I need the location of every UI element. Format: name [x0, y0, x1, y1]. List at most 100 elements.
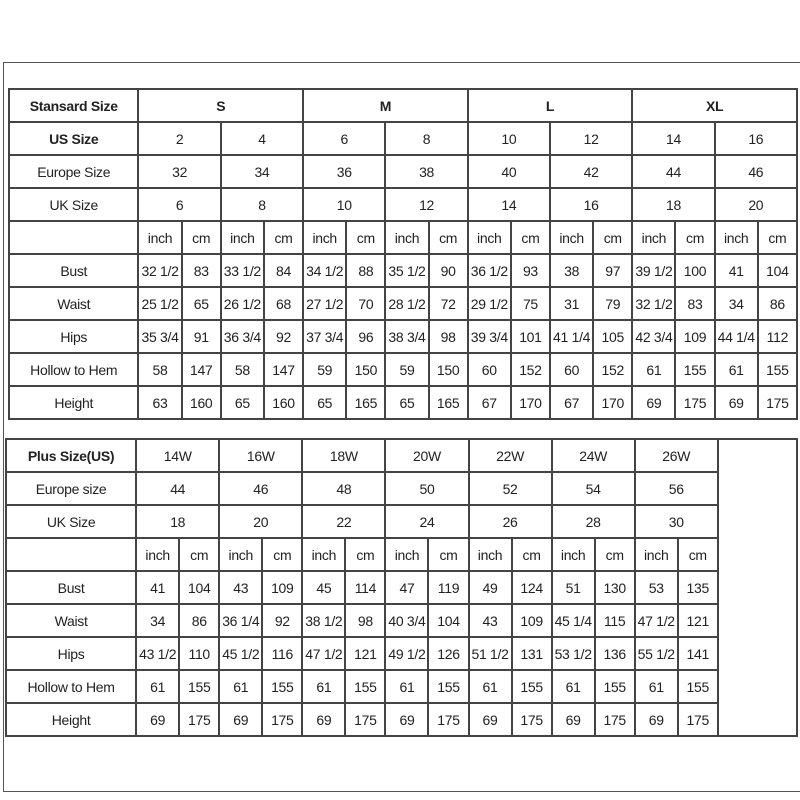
size-group-m: M [302, 88, 469, 123]
size-row: US Size 2 4 6 8 10 12 14 16 [7, 121, 799, 156]
measurement-value: 35 1/2 [384, 253, 430, 288]
measurement-row: Hollow to Hem 61 155 61 155 61 155 61 155 61 155 61… [4, 669, 797, 704]
plus-size-14w: 14W [135, 438, 221, 473]
unit-label: cm [756, 220, 799, 255]
measurement-value: 67 [466, 385, 512, 420]
measurement-value: 155 [674, 352, 716, 387]
unit-label: inch [631, 220, 677, 255]
table-title: Stansard Size [7, 88, 140, 123]
measurement-row: Waist 25 1/2 65 26 1/2 68 27 1/2 70 28 1/2 72 29 … [7, 286, 799, 321]
row-label: Height [7, 385, 140, 420]
row-label: UK Size [4, 504, 138, 539]
units-row: inch cm inch cm inch cm inch cm inch cm inch cm inch… [7, 220, 799, 255]
measurement-value: 43 1/2 [135, 636, 181, 671]
measurement-value: 104 [427, 603, 470, 638]
standard-size-table: Stansard Size S M L XL US Size 2 4 6 8 10 12 14 16 Eur… [7, 88, 799, 420]
measurement-value: 170 [592, 385, 634, 420]
measurement-value: 75 [509, 286, 552, 321]
measurement-value: 69 [633, 702, 679, 737]
measurement-value: 65 [219, 385, 265, 420]
measurement-value: 69 [467, 702, 513, 737]
measurement-row: Waist 34 86 36 1/4 92 38 1/2 98 40 3/4 104 43 109 4… [4, 603, 797, 638]
size-value: 42 [548, 154, 634, 189]
unit-label: cm [592, 220, 634, 255]
size-value: 14 [631, 121, 716, 156]
unit-label: cm [427, 537, 470, 572]
measurement-value: 92 [261, 603, 304, 638]
measurement-value: 36 1/4 [218, 603, 264, 638]
measurement-value: 136 [593, 636, 636, 671]
header-row: Plus Size(US) 14W 16W 18W 20W 22W 24W 26W [4, 438, 799, 737]
empty-cell [7, 220, 140, 255]
measurement-value: 121 [344, 636, 387, 671]
measurement-value: 147 [180, 352, 222, 387]
measurement-value: 51 1/2 [467, 636, 513, 671]
size-value: 18 [631, 187, 716, 222]
size-value: 48 [301, 471, 387, 506]
measurement-value: 84 [262, 253, 305, 288]
measurement-value: 175 [510, 702, 553, 737]
plus-size-table: Plus Size(US) 14W 16W 18W 20W 22W 24W 26W Europe… [4, 438, 799, 737]
measurement-value: 65 [302, 385, 348, 420]
measurement-value: 98 [427, 319, 469, 354]
measurement-value: 152 [509, 352, 552, 387]
measurement-value: 58 [137, 352, 183, 387]
size-value: 34 [219, 154, 305, 189]
measurement-value: 150 [345, 352, 387, 387]
size-value: 44 [631, 154, 716, 189]
unit-label: cm [509, 220, 552, 255]
measurement-value: 175 [756, 385, 799, 420]
measurement-value: 98 [344, 603, 387, 638]
size-value: 54 [550, 471, 636, 506]
row-label: UK Size [7, 187, 140, 222]
measurement-value: 41 [713, 253, 759, 288]
measurement-value: 38 3/4 [384, 319, 430, 354]
measurement-value: 155 [510, 669, 553, 704]
measurement-value: 25 1/2 [137, 286, 183, 321]
measurement-value: 60 [466, 352, 512, 387]
size-group-l: L [466, 88, 634, 123]
measurement-value: 63 [137, 385, 183, 420]
measurement-value: 43 [218, 570, 264, 605]
unit-label: cm [262, 220, 305, 255]
unit-label: cm [510, 537, 553, 572]
unit-label: inch [302, 220, 348, 255]
plus-size-22w: 22W [467, 438, 553, 473]
measurement-value: 34 1/2 [302, 253, 348, 288]
measurement-value: 165 [345, 385, 387, 420]
measurement-value: 28 1/2 [384, 286, 430, 321]
measurement-value: 150 [427, 352, 469, 387]
measurement-value: 93 [509, 253, 552, 288]
plus-size-26w: 26W [633, 438, 719, 473]
size-group-s: S [137, 88, 305, 123]
size-value: 16 [548, 187, 634, 222]
measurement-value: 69 [384, 702, 430, 737]
measurement-value: 59 [384, 352, 430, 387]
size-row: UK Size 6 8 10 12 14 16 18 20 [7, 187, 799, 222]
unit-label: inch [550, 537, 596, 572]
measurement-value: 39 3/4 [466, 319, 512, 354]
plus-size-24w: 24W [550, 438, 636, 473]
measurement-value: 155 [427, 669, 470, 704]
size-value: 6 [137, 187, 222, 222]
measurement-value: 101 [509, 319, 552, 354]
measurement-value: 69 [713, 385, 759, 420]
measurement-value: 175 [427, 702, 470, 737]
measurement-value: 37 3/4 [302, 319, 348, 354]
measurement-value: 121 [676, 603, 719, 638]
unit-label: cm [180, 220, 222, 255]
measurement-value: 131 [510, 636, 553, 671]
measurement-row: Hips 43 1/2 110 45 1/2 116 47 1/2 121 49 1/2 126… [4, 636, 797, 671]
measurement-value: 160 [180, 385, 222, 420]
measurement-value: 105 [592, 319, 634, 354]
measurement-value: 100 [674, 253, 716, 288]
measurement-value: 31 [548, 286, 595, 321]
measurement-value: 61 [550, 669, 596, 704]
unit-label: inch [467, 537, 513, 572]
size-value: 8 [384, 121, 469, 156]
unit-label: cm [345, 220, 387, 255]
size-group-xl: XL [631, 88, 798, 123]
unit-label: inch [384, 537, 430, 572]
measurement-value: 91 [180, 319, 222, 354]
unit-label: inch [137, 220, 183, 255]
